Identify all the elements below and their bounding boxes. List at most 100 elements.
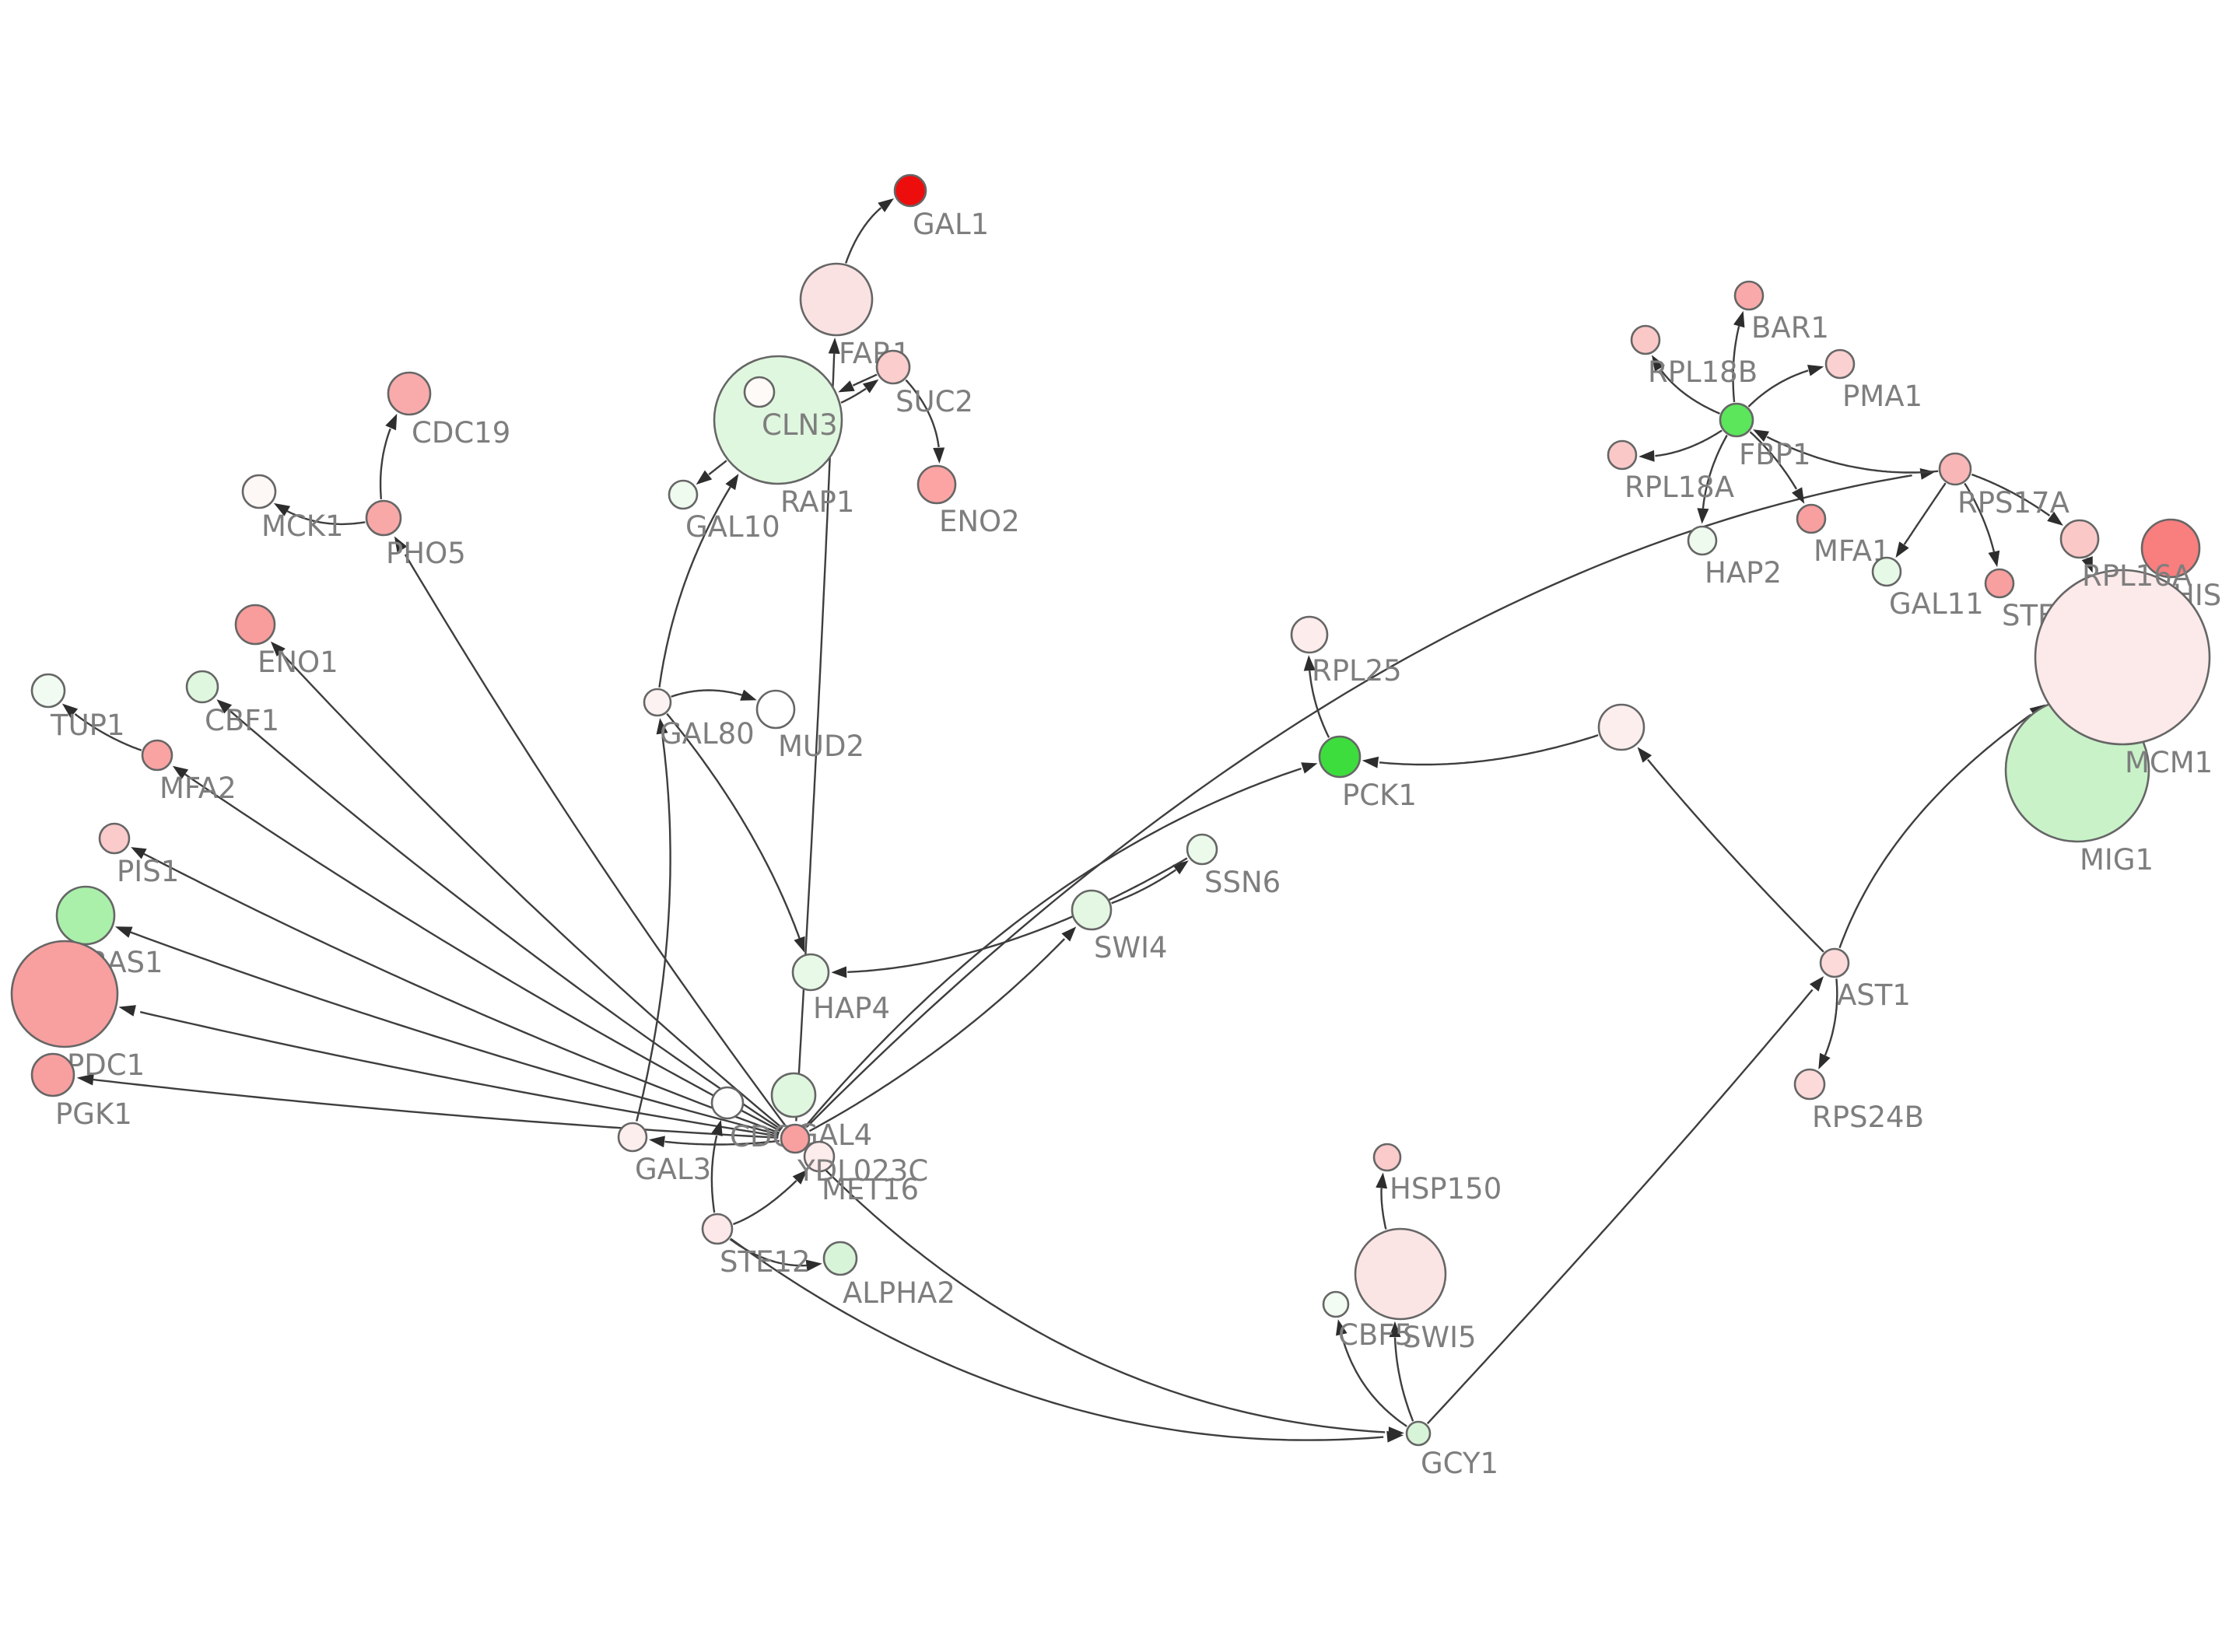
node-rpl25[interactable] bbox=[1290, 615, 1329, 654]
node-suc2[interactable] bbox=[875, 349, 911, 385]
node-gcy1[interactable] bbox=[1405, 1420, 1432, 1447]
edge-suc2-eno2[interactable] bbox=[905, 379, 940, 448]
node-eno2[interactable] bbox=[916, 464, 957, 505]
node-ras1[interactable] bbox=[55, 885, 116, 946]
node-mcm1[interactable] bbox=[2034, 569, 2211, 746]
edge-ydl023c-swi4[interactable] bbox=[808, 938, 1066, 1132]
node-rps24b[interactable] bbox=[1793, 1068, 1826, 1101]
node-far1[interactable] bbox=[799, 262, 874, 337]
edge-ast1-rps24b[interactable] bbox=[1824, 978, 1838, 1056]
edge-pho5-cdc19[interactable] bbox=[379, 428, 391, 500]
node-gal3[interactable] bbox=[617, 1122, 648, 1153]
edge-ydl023c-far1[interactable] bbox=[795, 353, 836, 1122]
edge-ydl023c-eno1[interactable] bbox=[282, 654, 783, 1129]
node-gal4[interactable] bbox=[770, 1072, 817, 1118]
edge-ydl023c-pdc1[interactable] bbox=[139, 1010, 779, 1137]
edge-gcy1-cbf5[interactable] bbox=[1341, 1335, 1407, 1427]
node-rpl18a[interactable] bbox=[1607, 439, 1638, 471]
edge-ste12-cdc6[interactable] bbox=[710, 1135, 718, 1213]
node-ast1[interactable] bbox=[1819, 947, 1850, 978]
edge-swi5-hsp150[interactable] bbox=[1380, 1188, 1387, 1230]
edge-ydl023c-pho5[interactable] bbox=[404, 554, 787, 1127]
edge-fbp1-pma1[interactable] bbox=[1747, 369, 1809, 408]
node-mfa1[interactable] bbox=[1796, 503, 1827, 534]
edge-ydl023c-cbf1[interactable] bbox=[227, 708, 782, 1131]
edge-gal80-mud2[interactable] bbox=[671, 689, 742, 698]
edge-rps17a-fbp1[interactable] bbox=[1766, 436, 1939, 474]
edge-ydl023c-pck1[interactable] bbox=[805, 767, 1302, 1126]
edge-ydl023c-gal3[interactable] bbox=[664, 1139, 780, 1146]
edge-gcy1-swi5[interactable] bbox=[1393, 1337, 1414, 1422]
node-cdc6[interactable] bbox=[710, 1086, 745, 1120]
edge-fbp1-bar1[interactable] bbox=[1732, 325, 1740, 403]
node-alpha2[interactable] bbox=[822, 1241, 858, 1276]
edge-pho5-mck1[interactable] bbox=[286, 510, 366, 526]
node-rpl16a[interactable] bbox=[2059, 519, 2100, 559]
node-rap1[interactable] bbox=[713, 355, 843, 485]
node-met16[interactable] bbox=[803, 1140, 836, 1173]
edge-fbp1-rpl18b[interactable] bbox=[1659, 368, 1720, 415]
node-rps17a[interactable] bbox=[1938, 452, 1972, 486]
edge-fbp1-mfa1[interactable] bbox=[1749, 431, 1798, 490]
node-swi5[interactable] bbox=[1354, 1227, 1447, 1321]
node-cln3[interactable] bbox=[743, 376, 776, 408]
edge-gal3-gal80[interactable] bbox=[636, 737, 671, 1122]
edge-node1-pck1[interactable] bbox=[1379, 734, 1599, 766]
node-gal10[interactable] bbox=[668, 479, 699, 510]
edge-ste12-alpha2[interactable] bbox=[729, 1238, 807, 1267]
node-ste2[interactable] bbox=[1984, 568, 2015, 599]
edge-fbp1-hap2[interactable] bbox=[1702, 434, 1728, 509]
edge-ydl023c-rps17a[interactable] bbox=[806, 474, 1912, 1128]
node-hsp150[interactable] bbox=[1372, 1143, 1402, 1172]
node-tup1[interactable] bbox=[30, 673, 66, 709]
edge-pck1-rpl25[interactable] bbox=[1309, 670, 1330, 738]
edge-ydl023c-pgk1[interactable] bbox=[93, 1078, 779, 1139]
node-ssn6[interactable] bbox=[1186, 833, 1218, 866]
edge-gcy1-ast1[interactable] bbox=[1426, 989, 1814, 1425]
node-eno1[interactable] bbox=[234, 604, 276, 646]
edge-rps17a-gal11[interactable] bbox=[1903, 482, 1947, 545]
edge-rps17a-ste2[interactable] bbox=[1964, 482, 1996, 552]
edge-swi4-ssn6[interactable] bbox=[1111, 869, 1176, 905]
edge-rap1-suc2[interactable] bbox=[840, 387, 867, 404]
edge-suc2-rap1[interactable] bbox=[852, 373, 878, 387]
node-pho5[interactable] bbox=[365, 499, 402, 537]
edge-ssn6-hap4[interactable] bbox=[847, 857, 1188, 973]
node-mud2[interactable] bbox=[755, 689, 796, 730]
node-pck1[interactable] bbox=[1318, 735, 1362, 779]
node-pma1[interactable] bbox=[1824, 348, 1856, 380]
edge-fbp1-rpl18a[interactable] bbox=[1655, 429, 1723, 457]
node-his4[interactable] bbox=[2140, 518, 2201, 579]
edge-ydl023c-pis1[interactable] bbox=[143, 852, 780, 1134]
edge-far1-gal1[interactable] bbox=[844, 207, 882, 264]
edge-ste12-met16[interactable] bbox=[733, 1180, 797, 1226]
node-ste12[interactable] bbox=[701, 1213, 734, 1245]
node-mck1[interactable] bbox=[241, 474, 277, 509]
node-unlabeled[interactable] bbox=[1597, 703, 1645, 751]
node-mfa2[interactable] bbox=[141, 739, 173, 772]
edge-ydl023c-gcy1[interactable] bbox=[805, 1149, 1386, 1433]
node-pis1[interactable] bbox=[98, 822, 131, 855]
node-pdc1[interactable] bbox=[10, 940, 119, 1048]
edge-rap1-gal10[interactable] bbox=[708, 460, 727, 476]
node-cbf1[interactable] bbox=[185, 670, 219, 704]
edge-rps17a-rpl16a[interactable] bbox=[1971, 473, 2051, 516]
node-hap4[interactable] bbox=[791, 953, 830, 992]
edge-gal80-hap4[interactable] bbox=[666, 712, 801, 939]
node-cbf5[interactable] bbox=[1322, 1290, 1350, 1318]
edge-ydl023c-ras1[interactable] bbox=[130, 931, 780, 1136]
edge-gal80-rap1[interactable] bbox=[658, 486, 731, 688]
edge-ast1-node1[interactable] bbox=[1646, 758, 1824, 953]
node-fbp1[interactable] bbox=[1719, 402, 1754, 438]
node-gal80[interactable] bbox=[643, 688, 672, 717]
node-swi4[interactable] bbox=[1071, 889, 1113, 931]
node-gal11[interactable] bbox=[1871, 556, 1902, 587]
node-bar1[interactable] bbox=[1733, 280, 1765, 311]
node-hap2[interactable] bbox=[1687, 525, 1718, 556]
node-ydl023c[interactable] bbox=[780, 1123, 811, 1154]
edge-ast1-mcm1[interactable] bbox=[1838, 713, 2031, 949]
node-cdc19[interactable] bbox=[387, 371, 432, 416]
node-gal1[interactable] bbox=[893, 173, 927, 208]
edge-ydl023c-mfa2[interactable] bbox=[184, 773, 781, 1132]
